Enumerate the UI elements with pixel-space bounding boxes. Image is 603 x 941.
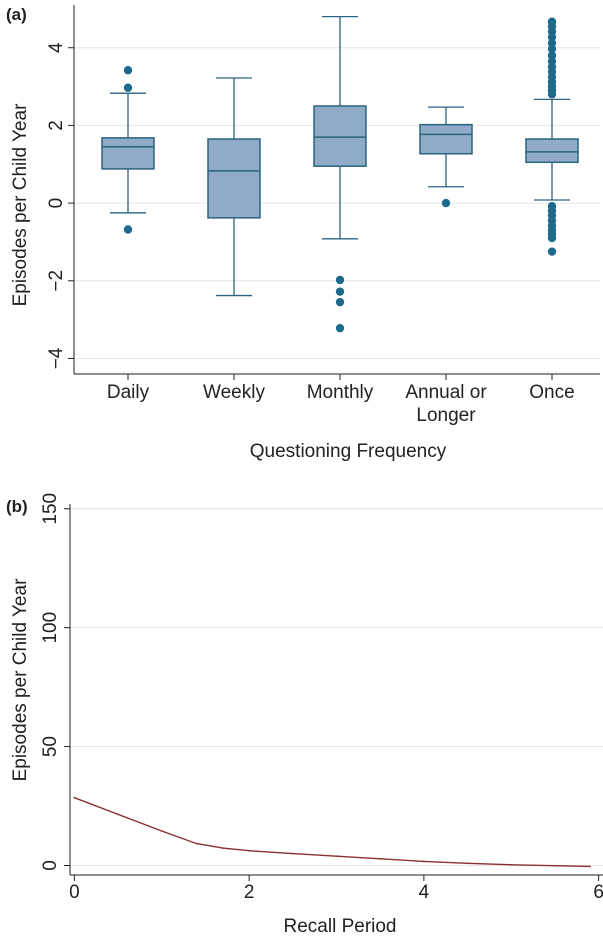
box-iqr bbox=[101, 137, 155, 170]
panel-b-data-point bbox=[291, 852, 294, 855]
panel-a-y-ticks: −4 −2 0 2 4 bbox=[46, 42, 74, 369]
panel-a-x-tick-label: Weekly bbox=[203, 382, 265, 403]
panel-b-data-point bbox=[554, 864, 556, 867]
box-iqr bbox=[525, 138, 579, 164]
panel-a-y-tick-label: −4 bbox=[46, 347, 67, 369]
outlier-point bbox=[335, 297, 345, 307]
box-iqr bbox=[207, 138, 261, 219]
panel-a-x-tick-label-line: Once bbox=[529, 382, 574, 403]
panel-b-x-tick-label: 4 bbox=[419, 882, 430, 903]
box-group bbox=[419, 106, 473, 208]
panel-b-y-axis-title: Episodes per Child Year bbox=[10, 578, 31, 781]
panel-a-x-axis-title: Questioning Frequency bbox=[250, 441, 447, 462]
panel-b-data-point bbox=[466, 862, 469, 865]
panel-b-x-tick-label: 2 bbox=[244, 882, 255, 903]
outlier-point bbox=[123, 66, 133, 75]
box-group bbox=[313, 16, 367, 333]
panel-a-y-axis-title: Episodes per Child Year bbox=[10, 103, 31, 306]
panel-b: (b) 0 50 100 150 0 2 4 6 Episodes per Child Ye… bbox=[6, 493, 603, 937]
outlier-point bbox=[335, 287, 345, 296]
outlier-point bbox=[441, 198, 451, 208]
panel-b-x-ticks: 0 2 4 6 bbox=[69, 875, 603, 903]
panel-a-x-tick-label-line: Monthly bbox=[307, 382, 374, 403]
panel-b-series-line bbox=[74, 797, 590, 868]
panel-b-data-point bbox=[422, 860, 425, 863]
panel-b-data-point bbox=[248, 849, 251, 852]
panel-b-y-tick-label: 100 bbox=[40, 612, 61, 644]
panel-b-data-point bbox=[117, 813, 119, 816]
box-group bbox=[101, 66, 155, 234]
box-group bbox=[207, 77, 261, 297]
panel-b-data-point bbox=[195, 842, 198, 845]
outlier-point bbox=[547, 247, 557, 256]
panel-b-data-point bbox=[160, 830, 163, 832]
panel-b-series bbox=[73, 796, 591, 868]
panel-b-data-point bbox=[222, 847, 224, 850]
panel-a-boxes bbox=[101, 16, 579, 333]
panel-b-y-ticks: 0 50 100 150 bbox=[40, 493, 70, 871]
panel-b-x-tick-label: 6 bbox=[593, 882, 603, 903]
box-iqr bbox=[313, 105, 367, 167]
outlier-point bbox=[547, 32, 557, 42]
outlier-point bbox=[335, 275, 345, 285]
panel-b-x-tick-label: 0 bbox=[69, 882, 80, 903]
panel-b-y-tick-label: 0 bbox=[40, 860, 61, 871]
panel-a-x-tick-label-line: Weekly bbox=[203, 382, 265, 403]
outlier-point bbox=[547, 44, 557, 54]
outlier-point bbox=[547, 233, 557, 243]
panel-a-y-tick-label: 4 bbox=[46, 42, 67, 53]
panel-b-x-axis-title: Recall Period bbox=[284, 916, 397, 936]
outlier-point bbox=[547, 51, 557, 60]
outlier-point bbox=[547, 90, 557, 99]
panel-a: (a) −4 −2 0 2 4 Daily Weekly Monthly Annual or L… bbox=[6, 5, 600, 462]
outlier-point bbox=[123, 225, 133, 234]
panel-a-y-tick-label: 0 bbox=[46, 198, 67, 209]
panel-a-x-tick-label: Daily bbox=[107, 382, 150, 403]
panel-a-x-tick-label-line: Daily bbox=[107, 382, 150, 403]
panel-b-y-tick-label: 150 bbox=[40, 493, 61, 525]
panel-b-label: (b) bbox=[6, 497, 28, 516]
panel-a-y-tick-label: −2 bbox=[46, 270, 67, 292]
panel-a-x-tick-label-line: Annual or bbox=[405, 382, 487, 403]
panel-b-data-point bbox=[335, 855, 338, 858]
panel-a-x-ticks: Daily Weekly Monthly Annual or Longer Once bbox=[74, 373, 600, 426]
outlier-point bbox=[547, 57, 557, 66]
panel-b-y-tick-label: 50 bbox=[40, 736, 61, 757]
panel-b-data-point bbox=[588, 865, 591, 868]
panel-a-x-tick-label: Annual or Longer bbox=[405, 382, 487, 426]
panel-b-data-point bbox=[73, 796, 76, 799]
panel-a-x-tick-label: Monthly bbox=[307, 382, 374, 403]
outlier-point bbox=[547, 38, 557, 48]
outlier-point bbox=[123, 83, 133, 92]
panel-a-x-tick-label: Once bbox=[529, 382, 574, 403]
panel-a-x-tick-label-line: Longer bbox=[416, 405, 476, 426]
panel-a-label: (a) bbox=[6, 5, 27, 24]
outlier-point bbox=[335, 323, 345, 333]
box-iqr bbox=[419, 123, 473, 155]
panel-b-data-point bbox=[379, 857, 382, 860]
box-group bbox=[525, 17, 579, 256]
panel-a-y-tick-label: 2 bbox=[46, 120, 67, 131]
panel-b-data-point bbox=[510, 863, 513, 866]
